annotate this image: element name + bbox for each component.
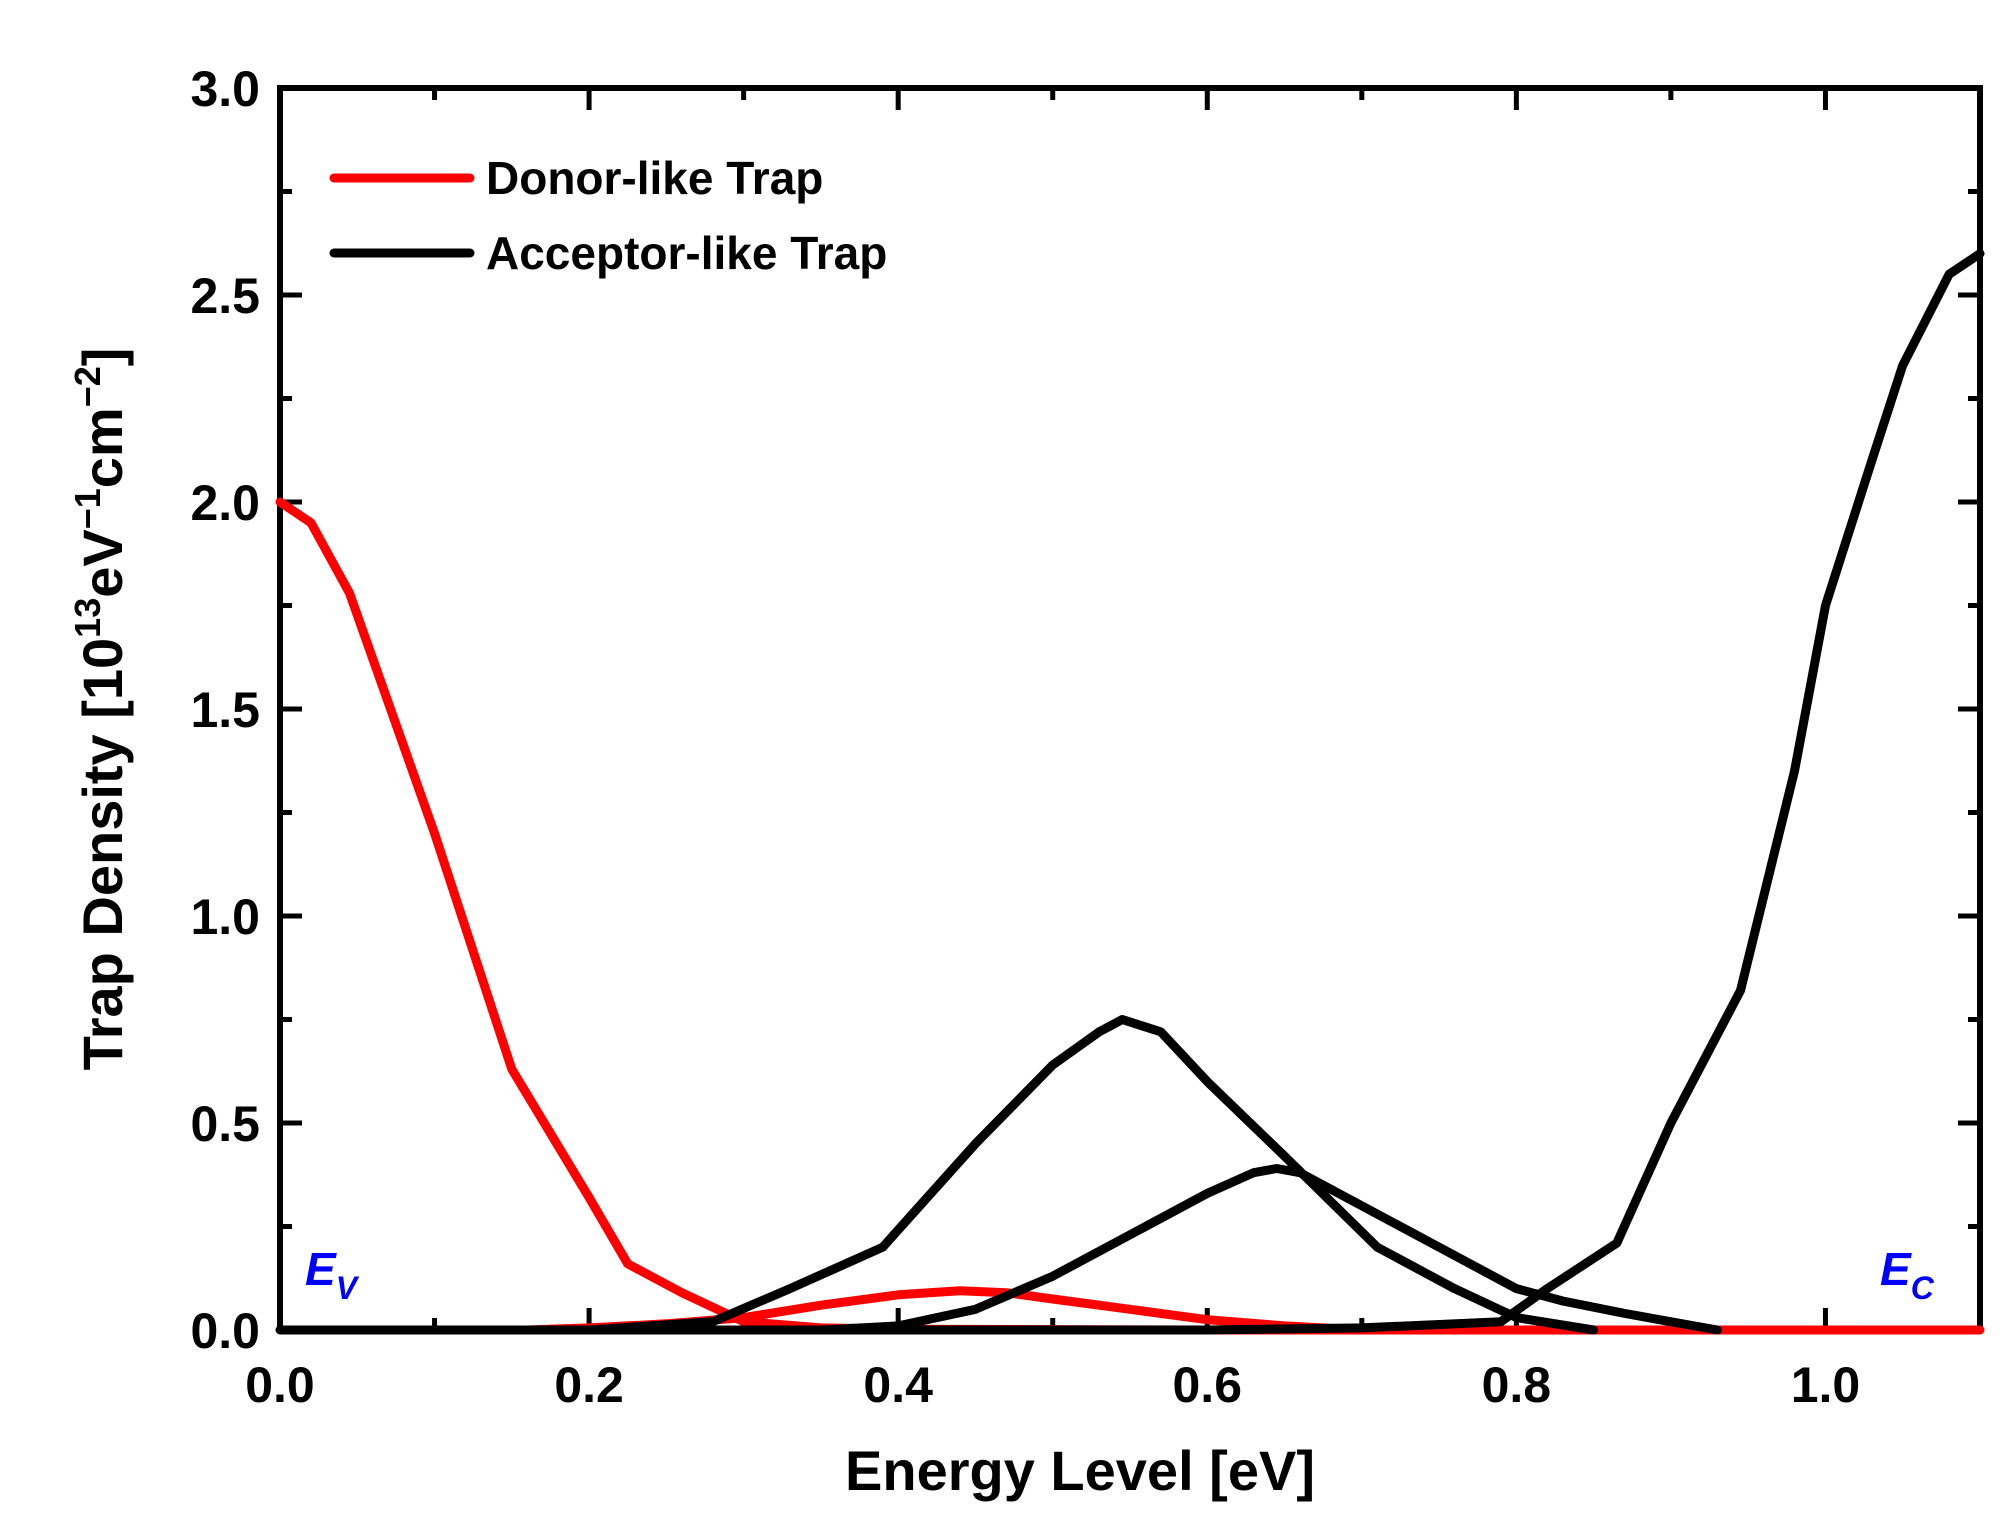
x-tick-label: 0.2 xyxy=(554,1357,624,1413)
series-layer xyxy=(275,249,1985,1335)
y-tick-labels: 0.0 0.5 1.0 1.5 2.0 2.5 3.0 xyxy=(190,61,260,1359)
legend: Donor-like Trap Acceptor-like Trap xyxy=(329,152,887,279)
y-tick-label: 2.5 xyxy=(190,268,260,324)
x-tick-label: 0.4 xyxy=(863,1357,933,1413)
y-axis-label-close: ] xyxy=(71,348,134,367)
ec-annotation-sub: C xyxy=(1911,1270,1935,1306)
y-tick-label: 0.0 xyxy=(190,1303,260,1359)
series-line-acceptor-like-trap-band-tail xyxy=(275,249,1985,1335)
y-tick-label: 1.0 xyxy=(190,889,260,945)
y-tick-label: 0.5 xyxy=(190,1096,260,1152)
ev-annotation-main: E xyxy=(305,1243,337,1295)
y-tick-label: 2.0 xyxy=(190,475,260,531)
axis-ticks xyxy=(277,85,1983,1333)
series-line-acceptor-like-trap-gaussian-a xyxy=(584,1015,1599,1335)
x-tick-label: 0.0 xyxy=(245,1357,315,1413)
y-tick-label: 3.0 xyxy=(190,61,260,117)
y-axis-label-unit2: cm xyxy=(71,407,134,488)
ev-annotation: EV xyxy=(305,1243,360,1306)
legend-label-donor: Donor-like Trap xyxy=(486,152,823,204)
x-tick-label: 0.6 xyxy=(1173,1357,1243,1413)
y-tick-label: 1.5 xyxy=(190,682,260,738)
y-axis-label-exp2: −1 xyxy=(67,488,108,529)
x-tick-label: 0.8 xyxy=(1482,1357,1552,1413)
ec-annotation-main: E xyxy=(1880,1243,1912,1295)
y-axis-label: Trap Density [1013eV−1cm−2] xyxy=(67,348,134,1071)
x-axis-label: Energy Level [eV] xyxy=(845,1439,1315,1502)
legend-label-acceptor: Acceptor-like Trap xyxy=(486,227,887,279)
x-tick-label: 1.0 xyxy=(1791,1357,1861,1413)
x-tick-labels: 0.0 0.2 0.4 0.6 0.8 1.0 xyxy=(245,1357,1860,1413)
series-line-donor-like-trap-band-tail xyxy=(275,497,1985,1335)
series-line-acceptor-like-trap-gaussian-b xyxy=(816,1164,1722,1335)
ev-annotation-sub: V xyxy=(336,1270,360,1306)
y-axis-label-unit1: eV xyxy=(71,529,134,598)
y-axis-label-exp3: −2 xyxy=(67,366,108,407)
y-axis-label-main: Trap Density [10 xyxy=(71,638,134,1071)
y-axis-label-exp1: 13 xyxy=(67,598,108,638)
ec-annotation: EC xyxy=(1880,1243,1935,1306)
